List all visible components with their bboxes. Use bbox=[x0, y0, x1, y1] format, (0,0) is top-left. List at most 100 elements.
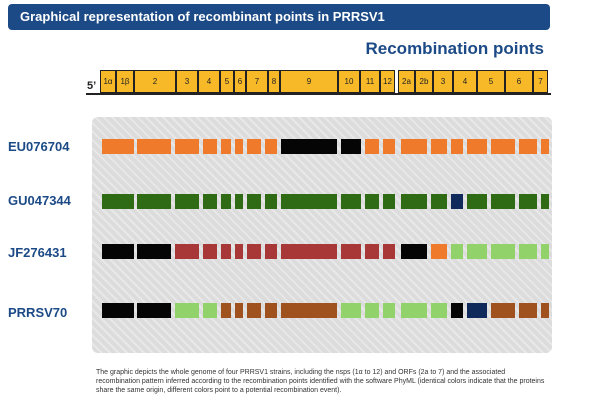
genome-block bbox=[203, 194, 217, 209]
genome-segment: 2a bbox=[398, 70, 415, 93]
genome-block bbox=[137, 139, 171, 154]
five-prime-label: 5’ bbox=[87, 80, 97, 92]
header-bar: Graphical representation of recombinant … bbox=[8, 4, 550, 30]
genome-block bbox=[401, 244, 427, 259]
genome-block bbox=[281, 244, 337, 259]
genome-block bbox=[491, 194, 515, 209]
genome-segment: 6 bbox=[234, 70, 246, 93]
genome-block bbox=[451, 244, 463, 259]
genome-segment: 5 bbox=[477, 70, 505, 93]
genome-block bbox=[383, 194, 395, 209]
genome-segment: 12 bbox=[380, 70, 395, 93]
genome-block bbox=[541, 303, 549, 318]
genome-block bbox=[235, 303, 243, 318]
genome-block bbox=[467, 139, 487, 154]
strain-label: EU076704 bbox=[8, 139, 70, 154]
genome-block bbox=[383, 303, 395, 318]
genome-block bbox=[175, 139, 199, 154]
genome-block bbox=[365, 194, 379, 209]
genome-segment: 5 bbox=[220, 70, 234, 93]
genome-block bbox=[235, 244, 243, 259]
genome-segment: 7 bbox=[533, 70, 548, 93]
genome-segment: 7 bbox=[246, 70, 268, 93]
genome-block bbox=[247, 139, 261, 154]
genome-block bbox=[203, 303, 217, 318]
strain-label: GU047344 bbox=[8, 193, 71, 208]
genome-segment: 6 bbox=[505, 70, 533, 93]
genome-block bbox=[265, 139, 277, 154]
genome-block bbox=[265, 244, 277, 259]
genome-block bbox=[541, 194, 549, 209]
genome-segment: 4 bbox=[453, 70, 477, 93]
genome-block bbox=[102, 139, 134, 154]
genome-block bbox=[341, 244, 361, 259]
genome-block bbox=[221, 303, 231, 318]
genome-block bbox=[431, 139, 447, 154]
genome-block bbox=[491, 303, 515, 318]
genome-block bbox=[175, 303, 199, 318]
genome-segment: 2b bbox=[415, 70, 433, 93]
genome-block bbox=[451, 194, 463, 209]
genome-block bbox=[221, 194, 231, 209]
genome-block bbox=[491, 244, 515, 259]
genome-block bbox=[401, 303, 427, 318]
genome-segment: 9 bbox=[280, 70, 338, 93]
genome-block bbox=[281, 139, 337, 154]
genome-block bbox=[365, 139, 379, 154]
genome-segment: 2 bbox=[134, 70, 176, 93]
genome-segment: 1β bbox=[116, 70, 134, 93]
genome-block bbox=[519, 194, 537, 209]
strain-label: PRRSV70 bbox=[8, 305, 68, 320]
genome-block bbox=[102, 194, 134, 209]
genome-block bbox=[541, 244, 549, 259]
genome-block bbox=[365, 244, 379, 259]
strain-label: JF276431 bbox=[8, 245, 67, 260]
genome-block bbox=[235, 194, 243, 209]
genome-block bbox=[341, 139, 361, 154]
genome-block bbox=[365, 303, 379, 318]
genome-block bbox=[137, 244, 171, 259]
genome-segment: 10 bbox=[338, 70, 360, 93]
genome-block bbox=[265, 194, 277, 209]
genome-block bbox=[235, 139, 243, 154]
figure-caption: The graphic depicts the whole genome of … bbox=[96, 369, 545, 394]
genome-block bbox=[519, 139, 537, 154]
genome-block bbox=[281, 194, 337, 209]
genome-block bbox=[451, 303, 463, 318]
genome-block bbox=[102, 244, 134, 259]
genome-block bbox=[102, 303, 134, 318]
genome-block bbox=[247, 244, 261, 259]
genome-block bbox=[467, 303, 487, 318]
genome-block bbox=[137, 303, 171, 318]
genome-segment: 3 bbox=[433, 70, 453, 93]
genome-block bbox=[401, 194, 427, 209]
genome-block bbox=[467, 244, 487, 259]
genome-block bbox=[401, 139, 427, 154]
genome-block bbox=[383, 244, 395, 259]
genome-block bbox=[247, 194, 261, 209]
genome-line bbox=[86, 93, 551, 95]
genome-block bbox=[247, 303, 261, 318]
genome-segment: 8 bbox=[268, 70, 280, 93]
genome-block bbox=[451, 139, 463, 154]
genome-block bbox=[383, 139, 395, 154]
genome-block bbox=[137, 194, 171, 209]
genome-block bbox=[519, 303, 537, 318]
genome-block bbox=[221, 244, 231, 259]
genome-block bbox=[431, 244, 447, 259]
genome-segment: 3 bbox=[176, 70, 198, 93]
genome-block bbox=[265, 303, 277, 318]
genome-block bbox=[519, 244, 537, 259]
genome-block bbox=[341, 194, 361, 209]
genome-block bbox=[431, 303, 447, 318]
genome-block bbox=[491, 139, 515, 154]
genome-block bbox=[203, 139, 217, 154]
genome-block bbox=[281, 303, 337, 318]
header-title: Graphical representation of recombinant … bbox=[20, 9, 385, 24]
genome-segment: 4 bbox=[198, 70, 220, 93]
genome-block bbox=[341, 303, 361, 318]
genome-block bbox=[175, 194, 199, 209]
genome-segment: 1α bbox=[100, 70, 116, 93]
genome-block bbox=[541, 139, 549, 154]
